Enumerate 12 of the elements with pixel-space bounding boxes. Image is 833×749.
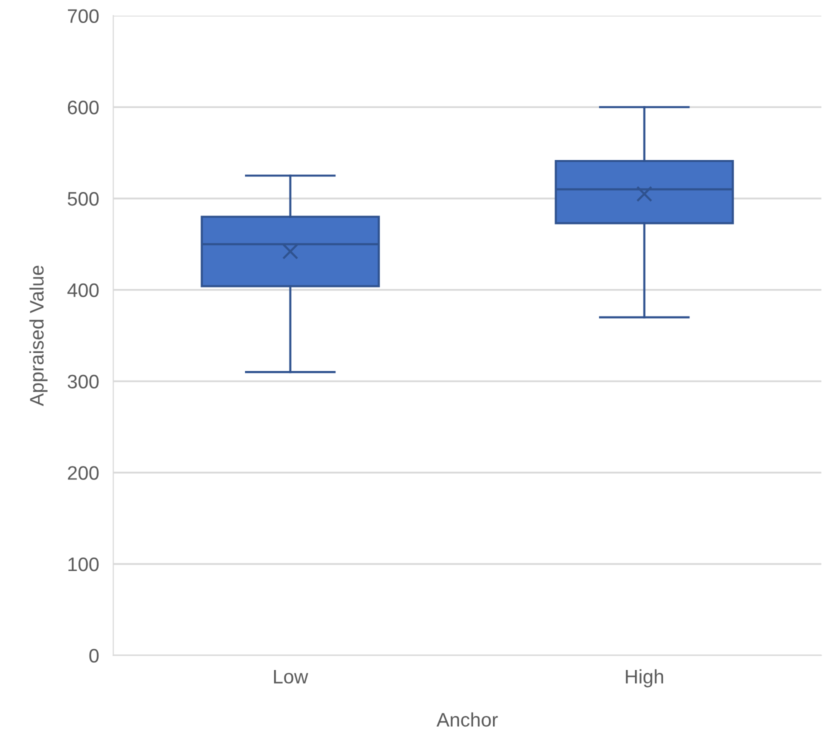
x-axis-title: Anchor bbox=[436, 712, 498, 727]
y-tick-label: 500 bbox=[68, 192, 99, 206]
y-tick-label: 600 bbox=[68, 100, 99, 114]
y-tick-label: 0 bbox=[89, 648, 99, 663]
y-tick-label: 100 bbox=[68, 557, 99, 572]
y-axis-title: Appraised Value bbox=[29, 266, 48, 406]
y-tick-label: 300 bbox=[68, 374, 99, 388]
x-tick-label: High bbox=[626, 669, 664, 688]
x-tick-label: Low bbox=[274, 670, 308, 684]
y-tick-label: 400 bbox=[67, 283, 99, 298]
y-tick-label: 200 bbox=[68, 466, 99, 480]
y-tick-label: 700 bbox=[68, 9, 99, 23]
